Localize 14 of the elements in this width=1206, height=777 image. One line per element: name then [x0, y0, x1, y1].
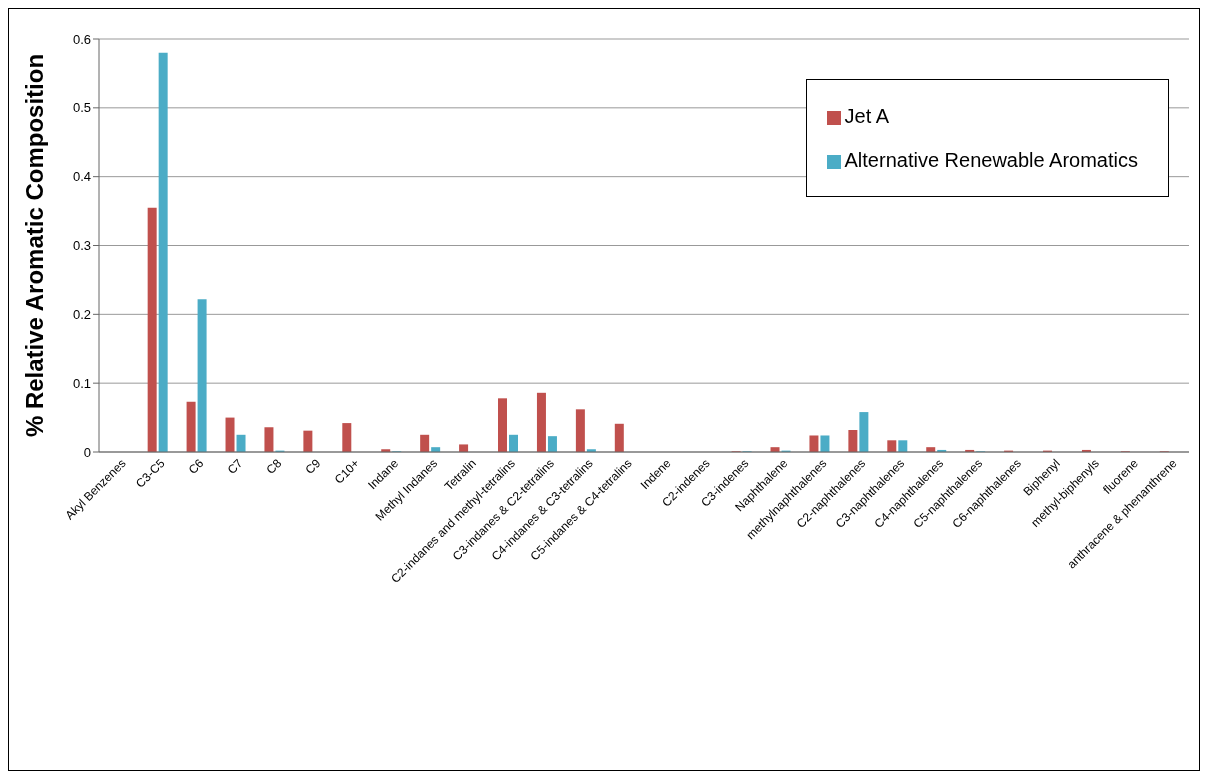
- y-tick-label: 0: [83, 444, 91, 460]
- x-tick-label: C7: [224, 455, 246, 477]
- y-tick-label: 0.4: [72, 169, 91, 185]
- x-tick-label: C6: [185, 455, 207, 477]
- legend-label: Alternative Renewable Aromatics: [844, 149, 1138, 171]
- y-tick-label: 0.1: [72, 375, 91, 391]
- y-tick-label: 0.5: [72, 100, 91, 116]
- x-tick-label: C9: [302, 455, 324, 477]
- y-tick-label: 0.3: [72, 238, 91, 254]
- x-tick-label: C8: [263, 455, 285, 477]
- y-tick-label: 0.6: [72, 31, 91, 47]
- y-tick-label: 0.2: [72, 306, 91, 322]
- legend-label: Jet A: [844, 105, 889, 127]
- y-axis-title: % Relative Aromatic Composition: [20, 53, 48, 438]
